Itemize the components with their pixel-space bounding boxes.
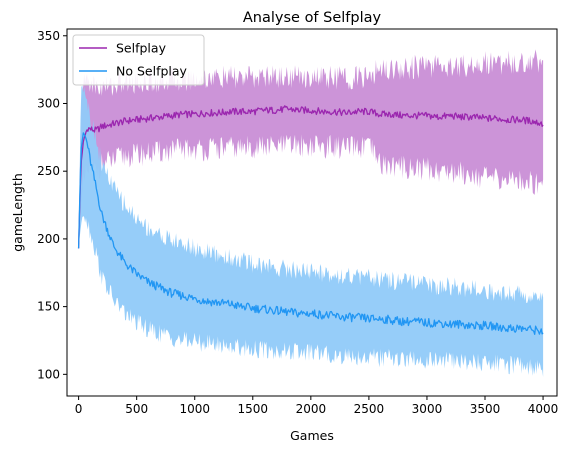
x-tick-label: 2500	[354, 402, 385, 416]
legend-label-selfplay: Selfplay	[116, 41, 167, 56]
x-tick-label: 4000	[528, 402, 559, 416]
x-tick-label: 2000	[296, 402, 327, 416]
y-tick-label: 100	[37, 367, 60, 381]
y-axis-label: gameLength	[10, 173, 25, 252]
x-axis-label: Games	[290, 428, 334, 443]
x-tick-label: 1500	[238, 402, 269, 416]
band-selfplay	[78, 49, 544, 250]
y-tick-label: 350	[37, 29, 60, 43]
y-tick-label: 300	[37, 96, 60, 110]
chart-title: Analyse of Selfplay	[243, 10, 382, 26]
legend-label-no-selfplay: No Selfplay	[116, 64, 188, 79]
y-tick-label: 200	[37, 232, 60, 246]
x-tick-label: 3000	[412, 402, 443, 416]
series-line-selfplay	[77, 105, 544, 249]
confidence-bands	[78, 49, 544, 377]
chart-legend: Selfplay No Selfplay	[72, 34, 205, 86]
y-tick-label: 250	[37, 164, 60, 178]
y-tick-label: 150	[37, 300, 60, 314]
series-lines	[77, 105, 544, 335]
plot-area-frame	[66, 28, 558, 397]
x-tick-label: 1000	[179, 402, 210, 416]
x-axis-ticks: 0 500 1000 1500 2000 2500 3000 3500 4000	[75, 396, 559, 416]
band-no-selfplay	[78, 85, 544, 377]
x-tick-label: 500	[125, 402, 148, 416]
series-line-no-selfplay	[77, 132, 544, 335]
x-tick-label: 3500	[470, 402, 501, 416]
x-tick-label: 0	[75, 402, 83, 416]
y-axis-ticks: 100 150 200 250 300 350	[37, 29, 67, 381]
